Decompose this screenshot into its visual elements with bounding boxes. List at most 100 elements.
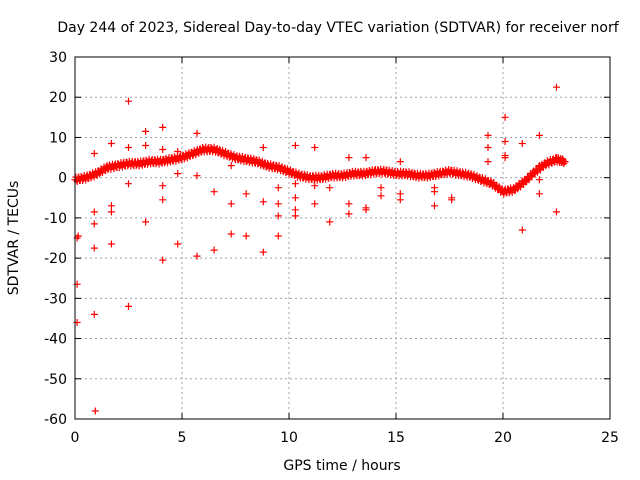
y-tick-label: -60: [44, 412, 67, 428]
data-point: [193, 129, 201, 137]
data-point: [431, 202, 438, 210]
x-axis-label: GPS time / hours: [283, 458, 400, 474]
data-point: [107, 240, 115, 248]
data-point: [311, 200, 319, 208]
y-tick-label: 30: [49, 50, 67, 66]
data-point: [377, 184, 385, 192]
data-point: [174, 240, 182, 248]
y-tick-label: 10: [49, 130, 67, 146]
data-point: [159, 123, 167, 131]
data-point: [107, 202, 115, 210]
data-point: [484, 131, 492, 139]
data-point: [274, 184, 282, 192]
data-point: [259, 248, 267, 256]
data-point: [535, 162, 543, 170]
data-point: [291, 142, 299, 149]
y-tick-label: -40: [44, 332, 67, 348]
data-point: [535, 131, 543, 139]
data-point: [345, 210, 353, 218]
data-point: [561, 158, 569, 166]
data-point: [91, 407, 99, 415]
data-point: [501, 113, 509, 121]
data-point: [311, 182, 319, 190]
data-point: [311, 144, 319, 151]
data-point: [362, 154, 370, 162]
y-axis-label: SDTVAR / TECUs: [6, 181, 22, 296]
data-point: [90, 310, 98, 318]
data-point: [396, 158, 404, 166]
x-tick-label: 20: [494, 430, 512, 446]
data-point: [259, 144, 267, 151]
data-point: [377, 192, 385, 200]
data-point: [107, 208, 115, 216]
data-point: [535, 176, 543, 184]
data-points: [71, 83, 569, 415]
data-point: [159, 256, 167, 264]
data-point: [125, 97, 132, 105]
data-point: [274, 232, 282, 240]
data-point: [291, 212, 299, 220]
plot-frame: [74, 56, 611, 420]
x-tick-label: 15: [387, 430, 405, 446]
data-point: [501, 152, 509, 159]
y-tick-label: -30: [44, 291, 67, 307]
data-point: [396, 196, 404, 204]
data-point: [396, 190, 404, 198]
data-point: [142, 142, 150, 149]
y-tick-label: -10: [44, 211, 67, 227]
data-point: [484, 144, 492, 151]
data-point: [227, 162, 235, 170]
data-point: [448, 196, 456, 204]
x-tick-label: 25: [601, 430, 619, 446]
data-point: [553, 208, 560, 216]
data-point: [345, 200, 353, 208]
data-point: [291, 206, 299, 214]
x-tick-label: 0: [71, 430, 80, 446]
y-tick-label: -50: [44, 372, 67, 388]
data-point: [518, 140, 526, 147]
data-point: [74, 232, 82, 240]
data-point: [227, 200, 235, 208]
data-point: [107, 140, 115, 147]
data-point: [193, 172, 201, 180]
data-point: [227, 230, 235, 238]
data-point: [90, 220, 98, 228]
x-tick-label: 5: [178, 430, 187, 446]
axis-ticks: 0 5 10 15 20 25 -60 -50 -40 -30 -20 -10 0 10 20 30: [44, 50, 619, 446]
y-tick-label: -20: [44, 251, 67, 267]
data-point: [259, 198, 267, 206]
data-point: [96, 170, 103, 178]
data-point: [326, 218, 334, 226]
data-point: [291, 194, 299, 202]
chart-title: Day 244 of 2023, Sidereal Day-to-day VTE…: [57, 20, 619, 36]
data-point: [159, 182, 167, 190]
data-point: [125, 180, 132, 188]
data-point: [519, 180, 527, 188]
data-point: [484, 158, 492, 166]
data-point: [291, 180, 299, 188]
data-point: [90, 150, 98, 157]
data-point: [242, 232, 250, 240]
data-point: [326, 184, 334, 192]
data-point: [274, 212, 282, 220]
x-tick-label: 10: [280, 430, 298, 446]
data-point: [90, 244, 98, 252]
data-point: [242, 190, 250, 198]
data-point: [174, 148, 182, 155]
data-point: [125, 302, 132, 310]
data-point: [431, 188, 438, 196]
data-point: [501, 138, 509, 145]
data-point: [518, 226, 526, 234]
data-point: [159, 146, 167, 153]
data-point: [210, 246, 218, 254]
data-point: [274, 200, 282, 208]
data-point: [159, 196, 167, 204]
data-point: [125, 144, 132, 151]
data-point: [553, 154, 560, 162]
data-point: [210, 188, 218, 196]
data-point: [553, 83, 560, 91]
data-point: [535, 190, 543, 198]
y-tick-label: 20: [49, 90, 67, 106]
data-point: [142, 218, 150, 226]
